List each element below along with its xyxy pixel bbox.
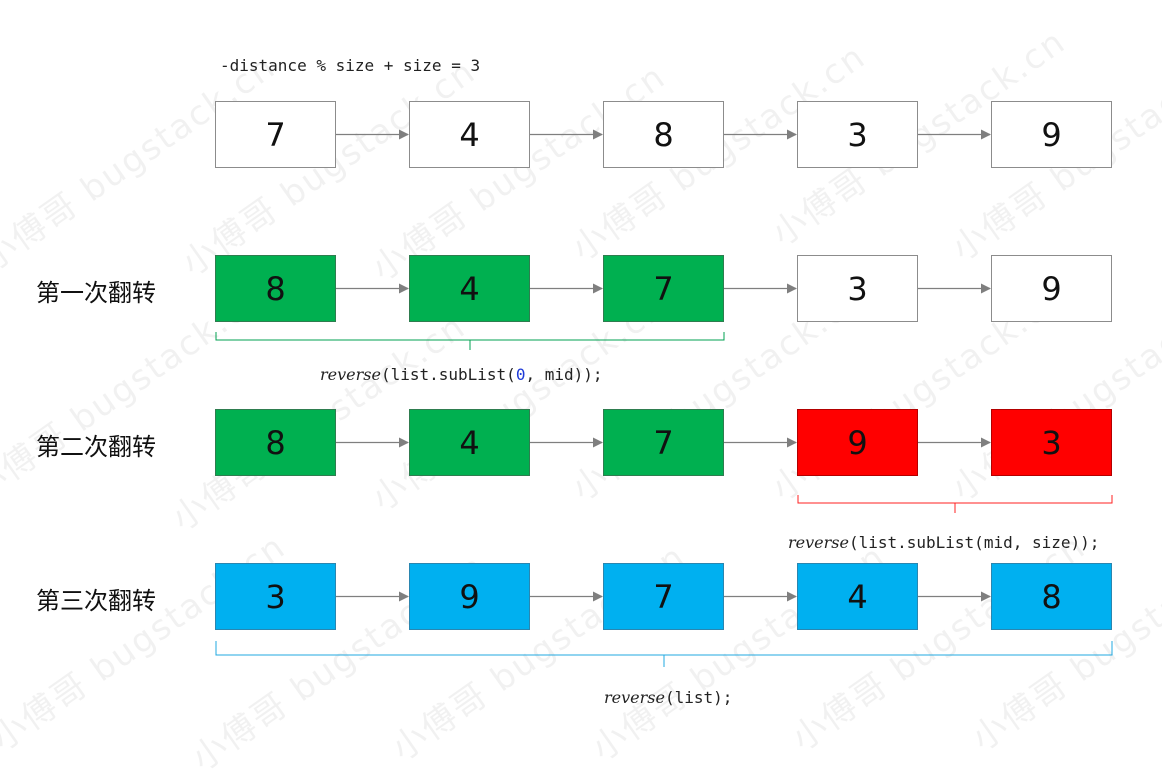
list-node: 8 xyxy=(603,101,724,168)
list-node: 4 xyxy=(409,101,530,168)
brace-third-flip xyxy=(215,641,1113,667)
watermark: 小傅哥 bugstack.cn xyxy=(784,526,1094,760)
watermark: 小傅哥 bugstack.cn xyxy=(0,526,294,760)
reverse-sublist-mid-size-code: reverse(list.subList(mid, size)); xyxy=(788,533,1099,552)
list-node: 3 xyxy=(215,563,336,630)
row-label-first-flip: 第一次翻转 xyxy=(36,279,156,307)
list-node: 8 xyxy=(215,255,336,322)
code-open: (list.subList(mid, size)); xyxy=(848,533,1100,552)
list-node: 3 xyxy=(991,409,1112,476)
watermark: 小傅哥 bugstack.cn xyxy=(964,526,1162,760)
code-open: (list.subList( xyxy=(380,365,516,384)
code-rest: , mid)); xyxy=(525,365,603,384)
row-label-third-flip: 第三次翻转 xyxy=(36,587,156,615)
list-node: 7 xyxy=(215,101,336,168)
list-node: 8 xyxy=(215,409,336,476)
brace-second-flip xyxy=(797,495,1113,513)
list-node: 7 xyxy=(603,409,724,476)
list-node: 8 xyxy=(991,563,1112,630)
reverse-list-code: reverse(list); xyxy=(604,688,732,707)
list-node: 9 xyxy=(991,101,1112,168)
list-node: 7 xyxy=(603,563,724,630)
reverse-fn: reverse xyxy=(604,688,665,707)
code-number: 0 xyxy=(515,365,526,384)
list-node: 3 xyxy=(797,101,918,168)
list-node: 9 xyxy=(991,255,1112,322)
list-node: 3 xyxy=(797,255,918,322)
code-open: (list); xyxy=(664,688,733,707)
distance-formula: -distance % size + size = 3 xyxy=(220,56,481,75)
list-node: 4 xyxy=(409,255,530,322)
reverse-fn: reverse xyxy=(788,533,849,552)
list-node: 9 xyxy=(797,409,918,476)
reverse-fn: reverse xyxy=(320,365,381,384)
row-label-second-flip: 第二次翻转 xyxy=(36,433,156,461)
list-node: 4 xyxy=(797,563,918,630)
reverse-sublist-0-mid-code: reverse(list.subList(0, mid)); xyxy=(320,365,603,384)
list-node: 7 xyxy=(603,255,724,322)
brace-first-flip xyxy=(215,332,725,350)
list-node: 4 xyxy=(409,409,530,476)
list-node: 9 xyxy=(409,563,530,630)
